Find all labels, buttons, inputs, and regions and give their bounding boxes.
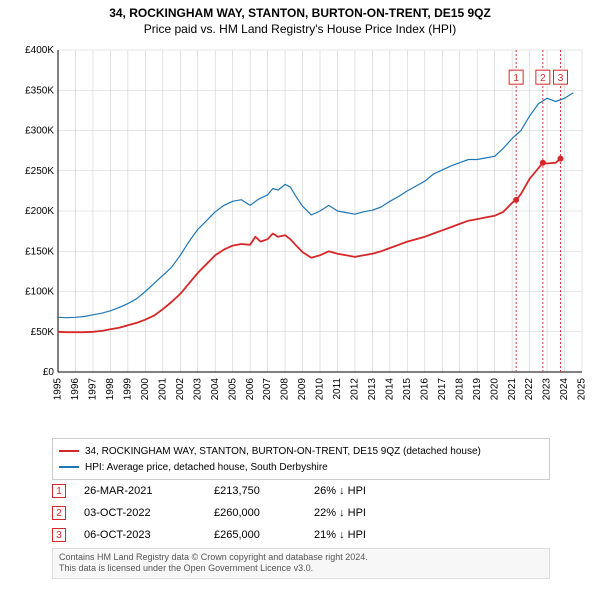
svg-text:2011: 2011	[332, 378, 343, 400]
svg-text:2004: 2004	[210, 378, 221, 401]
marker-badge-2: 2	[52, 506, 66, 520]
marker-date-2: 03-OCT-2022	[84, 507, 214, 519]
svg-text:£400K: £400K	[25, 45, 54, 56]
svg-text:1995: 1995	[53, 378, 64, 401]
legend-item-property: 34, ROCKINGHAM WAY, STANTON, BURTON-ON-T…	[59, 443, 543, 459]
svg-text:2025: 2025	[577, 378, 588, 401]
marker-delta-3: 21% ↓ HPI	[314, 529, 434, 541]
legend-label-hpi: HPI: Average price, detached house, Sout…	[85, 462, 328, 473]
svg-text:£0: £0	[43, 367, 55, 378]
svg-text:2022: 2022	[524, 378, 535, 401]
marker-badge-1: 1	[52, 484, 66, 498]
svg-text:2012: 2012	[350, 378, 361, 401]
svg-text:2013: 2013	[367, 378, 378, 401]
svg-text:1996: 1996	[70, 378, 81, 401]
svg-text:2009: 2009	[297, 378, 308, 401]
svg-text:2023: 2023	[542, 378, 553, 401]
footer-line2: This data is licensed under the Open Gov…	[59, 563, 543, 574]
attribution-footer: Contains HM Land Registry data © Crown c…	[52, 548, 550, 579]
legend-label-property: 34, ROCKINGHAM WAY, STANTON, BURTON-ON-T…	[85, 446, 481, 457]
chart-title-line2: Price paid vs. HM Land Registry's House …	[0, 20, 600, 36]
legend-swatch-hpi	[59, 466, 79, 468]
svg-text:2: 2	[540, 73, 546, 84]
marker-row-3: 3 06-OCT-2023 £265,000 21% ↓ HPI	[52, 524, 434, 546]
svg-text:2005: 2005	[227, 378, 238, 401]
legend-swatch-property	[59, 450, 79, 452]
marker-row-2: 2 03-OCT-2022 £260,000 22% ↓ HPI	[52, 502, 434, 524]
svg-text:£200K: £200K	[25, 206, 54, 217]
svg-text:2014: 2014	[385, 378, 396, 401]
svg-text:2018: 2018	[454, 378, 465, 401]
svg-text:2001: 2001	[157, 378, 168, 401]
svg-text:2002: 2002	[175, 378, 186, 401]
legend-box: 34, ROCKINGHAM WAY, STANTON, BURTON-ON-T…	[52, 438, 550, 480]
svg-text:2008: 2008	[280, 378, 291, 401]
marker-delta-2: 22% ↓ HPI	[314, 507, 434, 519]
svg-text:£100K: £100K	[25, 287, 54, 298]
svg-text:2006: 2006	[245, 378, 256, 401]
svg-text:2016: 2016	[419, 378, 430, 401]
svg-text:2021: 2021	[507, 378, 518, 401]
marker-row-1: 1 26-MAR-2021 £213,750 26% ↓ HPI	[52, 480, 434, 502]
chart-title-line1: 34, ROCKINGHAM WAY, STANTON, BURTON-ON-T…	[0, 0, 600, 20]
svg-text:£250K: £250K	[25, 166, 54, 177]
footer-line1: Contains HM Land Registry data © Crown c…	[59, 552, 543, 563]
marker-date-1: 26-MAR-2021	[84, 485, 214, 497]
legend-item-hpi: HPI: Average price, detached house, Sout…	[59, 459, 543, 475]
svg-text:£350K: £350K	[25, 85, 54, 96]
svg-text:£150K: £150K	[25, 246, 54, 257]
svg-text:2000: 2000	[140, 378, 151, 401]
marker-date-3: 06-OCT-2023	[84, 529, 214, 541]
markers-table: 1 26-MAR-2021 £213,750 26% ↓ HPI 2 03-OC…	[52, 480, 434, 546]
marker-price-2: £260,000	[214, 507, 314, 519]
price-chart: £0 £50K £100K £150K £200K £250K £300K £350K £400…	[20, 40, 590, 420]
svg-text:2024: 2024	[559, 378, 570, 401]
svg-text:1998: 1998	[105, 378, 116, 401]
svg-text:2010: 2010	[315, 378, 326, 401]
svg-text:2015: 2015	[402, 378, 413, 401]
svg-text:1999: 1999	[123, 378, 134, 401]
svg-text:2003: 2003	[192, 378, 203, 401]
svg-text:£300K: £300K	[25, 126, 54, 137]
marker-badge-3: 3	[52, 528, 66, 542]
svg-text:3: 3	[558, 73, 564, 84]
chart-svg: £0 £50K £100K £150K £200K £250K £300K £350K £400…	[20, 40, 590, 420]
svg-text:£50K: £50K	[31, 327, 55, 338]
marker-delta-1: 26% ↓ HPI	[314, 485, 434, 497]
svg-text:2020: 2020	[489, 378, 500, 401]
marker-price-3: £265,000	[214, 529, 314, 541]
svg-text:1: 1	[513, 73, 519, 84]
svg-text:2007: 2007	[262, 378, 273, 401]
svg-text:2019: 2019	[472, 378, 483, 401]
svg-text:2017: 2017	[437, 378, 448, 401]
marker-price-1: £213,750	[214, 485, 314, 497]
svg-text:1997: 1997	[88, 378, 99, 401]
